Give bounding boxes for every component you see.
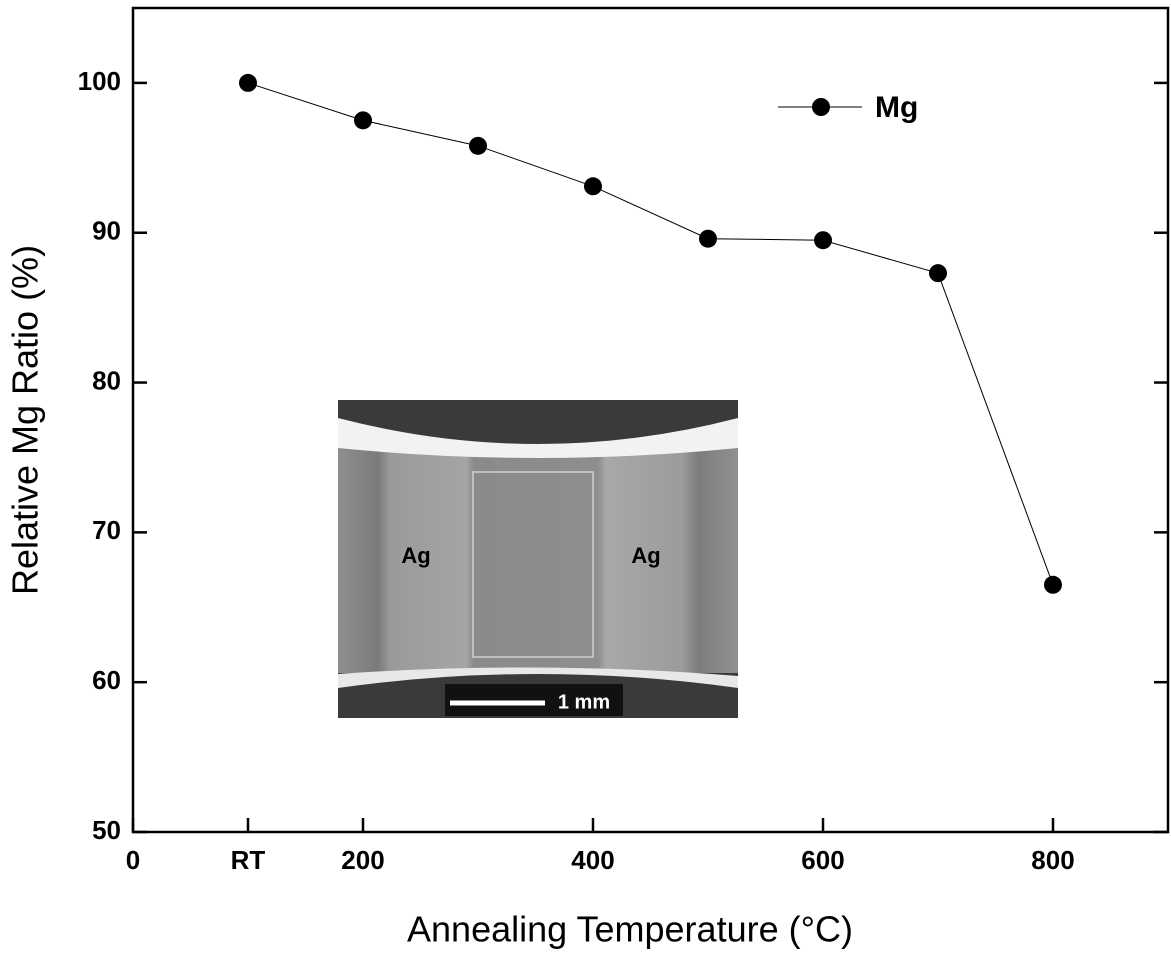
legend-label: Mg [875,91,918,124]
data-point [1044,575,1062,594]
data-point [354,111,372,130]
y-tick-label: 50 [92,815,121,845]
x-tick-label: 400 [571,845,614,875]
y-axis-title: Relative Mg Ratio (%) [5,245,46,595]
y-tick-label: 100 [78,66,121,96]
y-tick-label: 70 [92,515,121,545]
data-point [584,177,602,196]
x-tick-label: 200 [341,845,384,875]
series-line [247,82,1054,585]
scale-bar-label: 1 mm [558,691,610,713]
y-tick-label: 90 [92,216,121,246]
x-tick-label: RT [231,845,266,875]
data-point [469,136,487,155]
legend-marker [812,98,830,116]
x-axis-title: Annealing Temperature (°C) [407,909,853,950]
inset-image: Ag Ag 1 mm [338,400,738,718]
x-tick-label: 0 [126,845,140,875]
y-tick-label: 80 [92,365,121,395]
data-point [699,229,717,248]
data-point [814,231,832,250]
x-tick-label: 800 [1031,845,1074,875]
y-tick-label: 60 [92,665,121,695]
x-tick-label: 600 [801,845,844,875]
inset-label: Ag [631,543,660,568]
inset-label: Ag [401,543,430,568]
plot-frame [131,6,1170,834]
data-point [239,73,257,92]
data-point [929,264,947,283]
